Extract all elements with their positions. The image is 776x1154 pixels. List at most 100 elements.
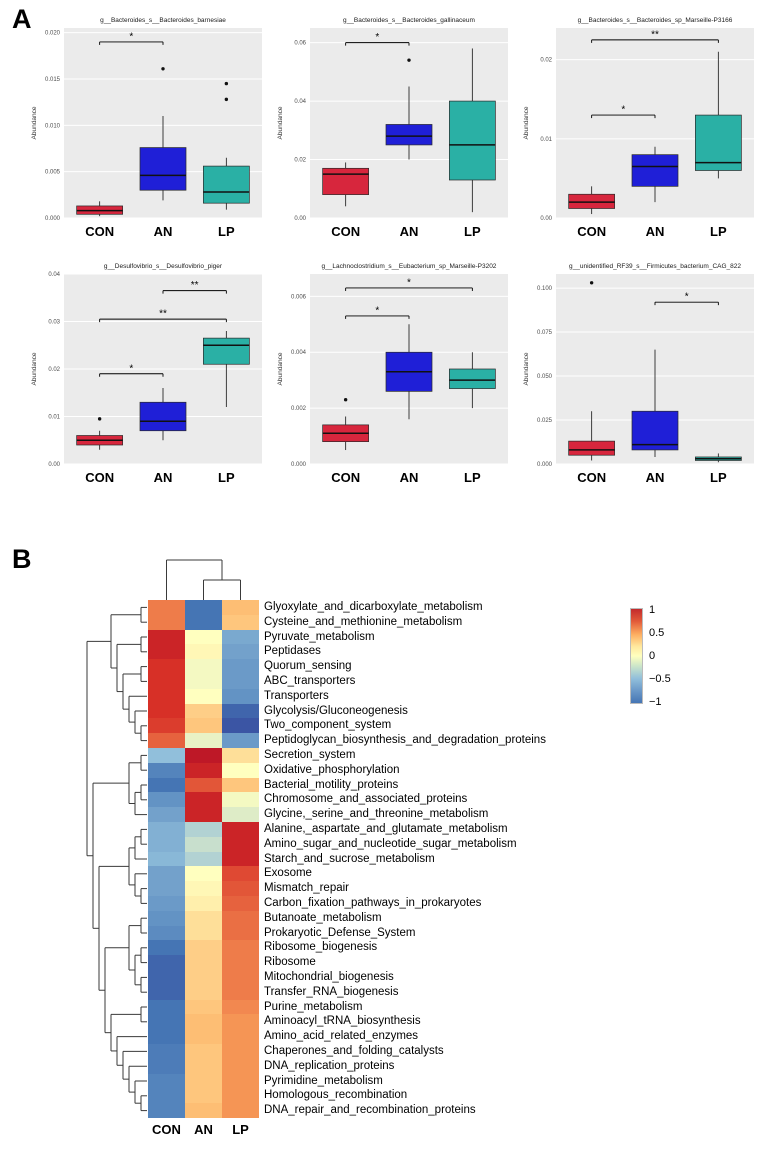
panel-b-label: B — [12, 544, 32, 574]
heatmap-cell — [222, 747, 259, 763]
heatmap-cell — [185, 969, 222, 985]
outlier-point — [161, 67, 165, 71]
significance-stars: ** — [191, 280, 199, 291]
heatmap-row-label: Carbon_fixation_pathways_in_prokaryotes — [264, 896, 482, 909]
x-group-label: CON — [577, 470, 606, 485]
heatmap-cell — [185, 866, 222, 882]
y-tick-label: 0.015 — [45, 77, 61, 83]
heatmap-cell — [222, 688, 259, 704]
heatmap-row-label: Glycolysis/Gluconeogenesis — [264, 704, 408, 717]
heatmap-row-label: Peptidoglycan_biosynthesis_and_degradati… — [264, 734, 546, 747]
heatmap-cell — [185, 600, 222, 615]
boxplot-2: g__Bacteroides_s__Bacteroides_sp_Marseil… — [523, 17, 754, 239]
significance-stars: * — [129, 31, 133, 42]
box-LP — [449, 368, 496, 389]
outlier-point — [224, 97, 229, 102]
heatmap-cell — [148, 792, 185, 808]
x-group-label: LP — [464, 224, 481, 239]
outlier-point — [224, 81, 229, 86]
y-axis-label: Abundance — [523, 352, 530, 385]
heatmap-row-label: Transporters — [264, 689, 329, 702]
heatmap-cell — [148, 659, 185, 674]
heatmap-cell — [222, 999, 259, 1015]
heatmap-cell — [222, 821, 259, 837]
x-group-label: LP — [710, 224, 727, 239]
y-tick-label: 0.005 — [45, 170, 61, 176]
heatmap-row-label: Aminoacyl_tRNA_biosynthesis — [264, 1015, 421, 1028]
heatmap-row-label: Mitochondrial_biogenesis — [264, 970, 394, 983]
heatmap-row-label: Exosome — [264, 867, 312, 880]
y-tick-label: 0.025 — [537, 418, 553, 424]
heatmap — [148, 600, 259, 1118]
heatmap-row-label: Starch_and_sucrose_metabolism — [264, 852, 435, 865]
heatmap-column-label: CON — [152, 1122, 181, 1137]
heatmap-cell — [222, 851, 259, 867]
heatmap-cell — [148, 1043, 185, 1059]
box-LP — [449, 100, 496, 181]
heatmap-cell — [185, 895, 222, 911]
heatmap-row-label: Glycine,_serine_and_threonine_metabolism — [264, 808, 489, 821]
heatmap-row-label: Oxidative_phosphorylation — [264, 763, 400, 776]
x-group-label: AN — [646, 470, 665, 485]
y-axis-label: Abundance — [277, 106, 284, 139]
heatmap-cell — [185, 747, 222, 763]
heatmap-cell — [222, 644, 259, 660]
heatmap-cell — [185, 718, 222, 734]
heatmap-row-label: Peptidases — [264, 645, 321, 658]
x-group-label: AN — [154, 470, 173, 485]
x-group-label: AN — [400, 470, 419, 485]
heatmap-cell — [148, 614, 185, 630]
box-LP — [203, 165, 250, 204]
x-group-label: CON — [85, 470, 114, 485]
heatmap-cell — [148, 836, 185, 852]
y-tick-label: 0.000 — [291, 462, 307, 468]
y-tick-label: 0.00 — [294, 216, 306, 222]
heatmap-cell — [222, 969, 259, 985]
x-group-label: AN — [154, 224, 173, 239]
x-group-label: LP — [464, 470, 481, 485]
y-tick-label: 0.020 — [45, 31, 61, 37]
heatmap-column-label: AN — [194, 1122, 213, 1137]
heatmap-cell — [185, 984, 222, 1000]
x-group-label: CON — [331, 224, 360, 239]
heatmap-cell — [185, 807, 222, 822]
box-AN — [385, 124, 433, 146]
heatmap-cell — [185, 1073, 222, 1089]
heatmap-cell — [185, 881, 222, 896]
colorbar-tick-label: 0 — [649, 650, 656, 662]
heatmap-cell — [222, 866, 259, 882]
heatmap-row-label: Two_component_system — [264, 719, 392, 732]
heatmap-row-label: Mismatch_repair — [264, 882, 349, 895]
heatmap-cell — [222, 600, 259, 615]
heatmap-cell — [222, 673, 259, 689]
heatmap-cell — [148, 999, 185, 1015]
heatmap-row-label: Ribosome_biogenesis — [264, 941, 378, 954]
y-tick-label: 0.006 — [291, 294, 307, 300]
y-tick-label: 0.02 — [294, 158, 306, 164]
y-tick-label: 0.04 — [48, 272, 60, 278]
heatmap-row-label: Bacterial_motility_proteins — [264, 778, 399, 791]
heatmap-cell — [148, 629, 185, 645]
heatmap-cell — [185, 673, 222, 689]
heatmap-cell — [148, 600, 185, 615]
colorbar-tick-label: 0.5 — [649, 627, 665, 640]
y-tick-label: 0.01 — [540, 137, 552, 143]
heatmap-cell — [222, 984, 259, 1000]
heatmap-cell — [185, 644, 222, 660]
heatmap-row-label: Amino_sugar_and_nucleotide_sugar_metabol… — [264, 837, 517, 850]
x-group-label: AN — [646, 224, 665, 239]
outlier-point — [407, 58, 411, 62]
y-tick-label: 0.075 — [537, 330, 553, 336]
heatmap-cell — [185, 659, 222, 674]
heatmap-cell — [222, 895, 259, 911]
significance-stars: * — [407, 277, 411, 288]
heatmap-row-label: Glyoxylate_and_dicarboxylate_metabolism — [264, 601, 483, 613]
plot-title: g__Desulfovibrio_s__Desulfovibrio_piger — [104, 263, 223, 270]
heatmap-cell — [222, 925, 259, 941]
plot-title: g__Bacteroides_s__Bacteroides_sp_Marseil… — [578, 17, 733, 24]
heatmap-cell — [148, 1088, 185, 1104]
heatmap-cell — [222, 733, 259, 748]
plot-title: g__Bacteroides_s__Bacteroides_gallinaceu… — [343, 17, 475, 24]
colorbar-tick-label: −1 — [649, 695, 662, 708]
heatmap-cell — [222, 792, 259, 808]
